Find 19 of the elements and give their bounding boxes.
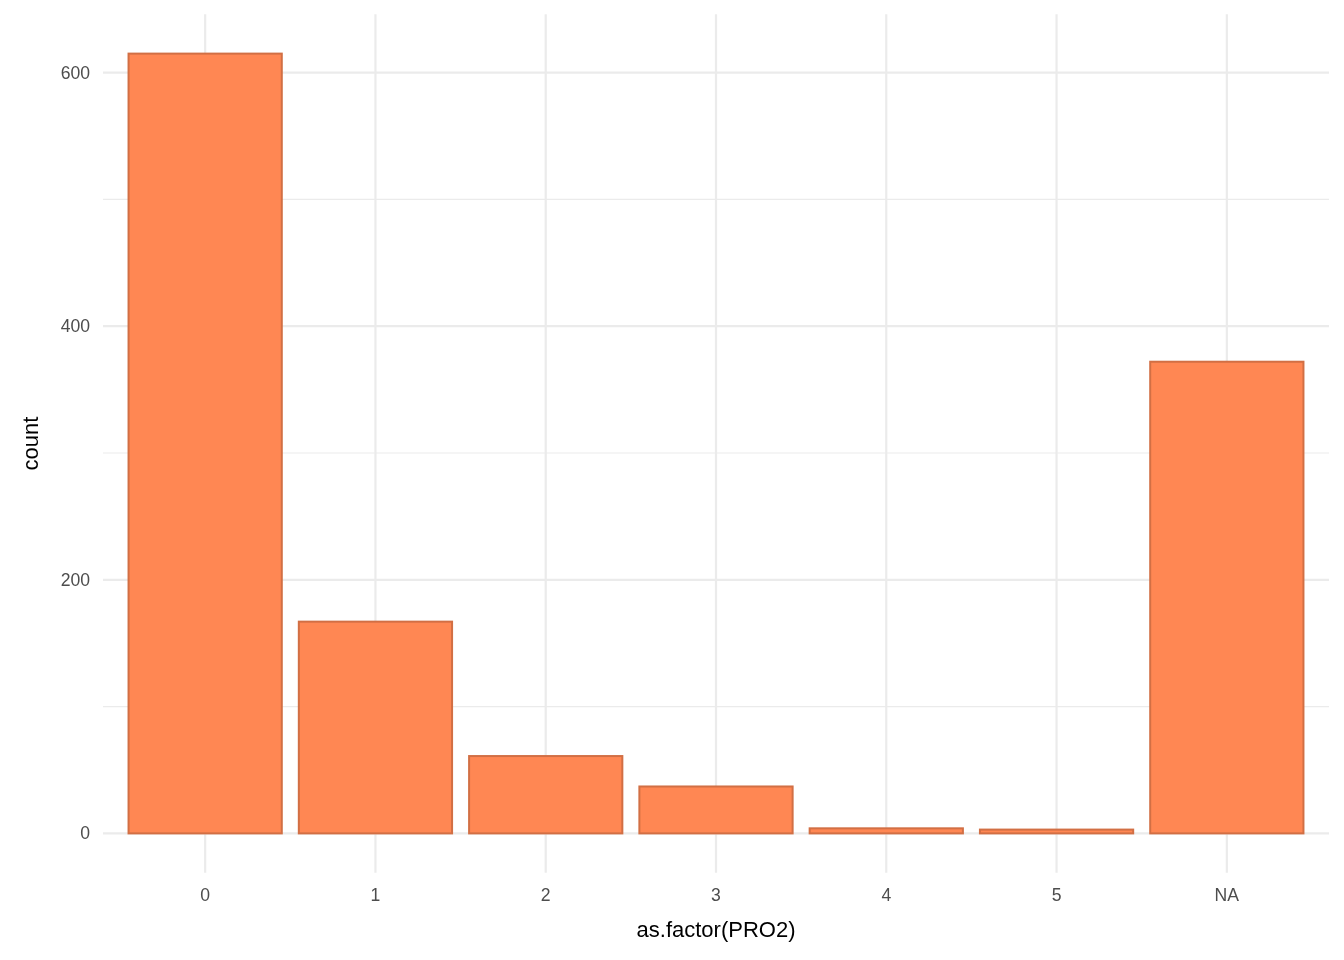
x-tick-label: 4 [881,885,892,905]
x-tick-label: 0 [200,885,211,905]
bar [638,785,794,835]
bar [297,620,454,835]
x-tick-label: 3 [711,885,722,905]
bar [468,755,624,835]
bar [1149,360,1305,835]
x-tick-label: 1 [370,885,381,905]
x-tick-label: 2 [540,885,551,905]
x-axis-title: as.factor(PRO2) [636,916,796,942]
y-tick-label: 0 [80,823,91,844]
y-tick-label: 200 [60,569,91,590]
x-tick-label: 5 [1051,885,1062,905]
bar [127,52,283,835]
y-tick-label: 400 [60,316,91,337]
y-tick-label: 600 [60,62,91,83]
bar [808,827,964,835]
y-axis-title: count [17,416,43,471]
x-tick-label: NA [1214,885,1240,905]
